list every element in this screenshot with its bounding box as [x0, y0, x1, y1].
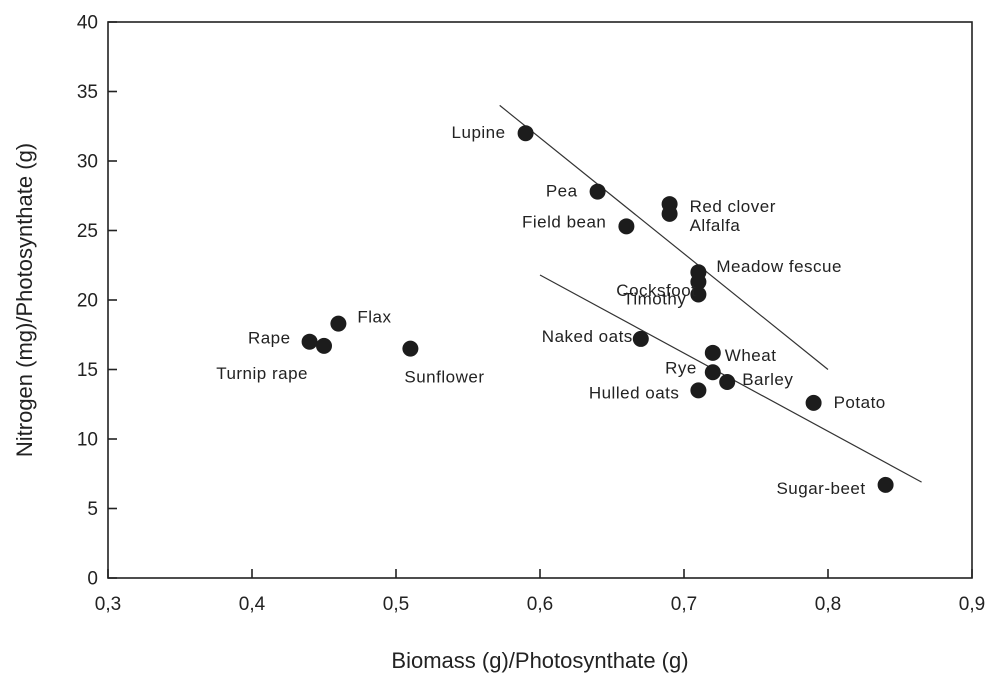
x-axis-title: Biomass (g)/Photosynthate (g) [391, 648, 688, 673]
point-label: Hulled oats [589, 383, 680, 402]
data-point [690, 273, 707, 290]
x-axis: 0,3 0,4 0,5 0,6 0,7 0,8 0,9 [95, 569, 985, 615]
point-label: Potato [834, 393, 886, 412]
data-point [330, 315, 347, 332]
y-tick-label: 30 [77, 152, 98, 173]
point-label: Rape [248, 329, 291, 348]
data-point [301, 333, 318, 350]
data-point [517, 125, 534, 142]
x-tick-label: 0,3 [95, 594, 121, 615]
point-label: Timothy [623, 289, 686, 308]
x-tick-label: 0,7 [671, 594, 697, 615]
data-point [618, 218, 635, 235]
data-point [877, 476, 894, 493]
x-tick-label: 0,5 [383, 594, 409, 615]
y-tick-label: 5 [87, 499, 98, 520]
point-label: Flax [357, 308, 391, 327]
point-label: Sunflower [404, 368, 484, 387]
y-tick-label: 25 [77, 221, 98, 242]
data-point [805, 394, 822, 411]
point-label: Pea [546, 182, 578, 201]
point-label: Sugar-beet [776, 479, 865, 498]
point-label: Cocksfoot [616, 281, 696, 300]
trend-line [499, 104, 829, 370]
point-label: Naked oats [542, 327, 633, 346]
point-label: Meadow fescue [716, 257, 842, 276]
data-point [402, 340, 419, 357]
point-label: Barley [742, 370, 793, 389]
data-point [589, 183, 606, 200]
x-tick-label: 0,8 [815, 594, 841, 615]
point-label: Turnip rape [216, 364, 308, 383]
point-label: Wheat [725, 346, 777, 365]
point-label: Alfalfa [690, 216, 741, 235]
data-point [316, 337, 332, 354]
data-point [690, 286, 707, 303]
y-tick-label: 35 [77, 82, 98, 103]
y-tick-label: 15 [77, 360, 98, 381]
data-points [301, 125, 894, 493]
trend-lines [499, 104, 922, 483]
data-point [704, 344, 721, 361]
data-point [690, 382, 707, 399]
point-label: Red clover [690, 197, 776, 216]
point-label: Field bean [522, 212, 606, 231]
data-point [632, 330, 649, 347]
y-tick-label: 20 [77, 291, 98, 312]
y-tick-label: 10 [77, 430, 98, 451]
x-tick-label: 0,9 [959, 594, 985, 615]
x-tick-label: 0,4 [239, 594, 266, 615]
data-point [719, 374, 736, 391]
x-tick-label: 0,6 [527, 594, 553, 615]
y-tick-label: 0 [87, 569, 98, 590]
point-label: Rye [665, 358, 697, 377]
data-point [704, 364, 721, 381]
point-label: Lupine [452, 123, 506, 142]
data-point [661, 205, 678, 222]
y-axis-title: Nitrogen (mg)/Photosynthate (g) [12, 143, 37, 457]
y-tick-label: 40 [77, 13, 98, 34]
y-axis: 0 5 10 15 20 25 30 35 40 [77, 13, 117, 590]
